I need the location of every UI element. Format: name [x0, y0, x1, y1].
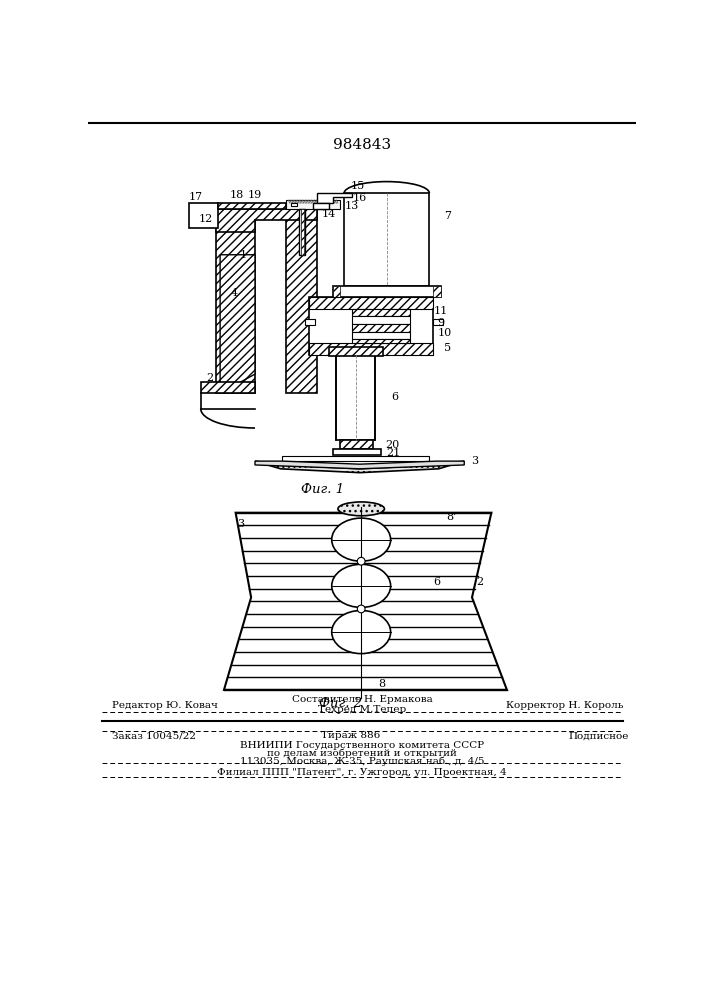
Text: Корректор Н. Король: Корректор Н. Король — [506, 701, 623, 710]
Text: Фиг. 1: Фиг. 1 — [301, 483, 344, 496]
Bar — [189, 203, 218, 228]
Polygon shape — [255, 461, 464, 469]
Bar — [332, 286, 441, 297]
Ellipse shape — [332, 564, 391, 607]
Bar — [337, 355, 375, 440]
Text: Редактор Ю. Ковач: Редактор Ю. Ковач — [112, 701, 218, 710]
Text: 3: 3 — [237, 519, 244, 529]
Text: 11: 11 — [434, 306, 448, 316]
Polygon shape — [352, 316, 410, 324]
Text: 13: 13 — [345, 201, 359, 211]
Polygon shape — [352, 324, 410, 332]
Text: 5: 5 — [443, 343, 451, 353]
Text: 17: 17 — [188, 192, 202, 202]
Text: 6: 6 — [391, 392, 398, 402]
Bar — [286, 200, 340, 209]
Polygon shape — [352, 339, 410, 343]
Text: 9: 9 — [438, 318, 445, 328]
Bar — [305, 319, 315, 325]
Bar — [332, 449, 380, 455]
Circle shape — [357, 605, 365, 613]
Polygon shape — [332, 286, 340, 297]
Text: 18: 18 — [230, 190, 245, 200]
Text: Составитель Н. Ермакова: Составитель Н. Ермакова — [291, 695, 432, 704]
Text: 8: 8 — [378, 679, 385, 689]
Polygon shape — [220, 255, 255, 393]
Text: 4: 4 — [230, 288, 238, 298]
Circle shape — [357, 557, 365, 565]
Text: по делам изобретений и открытий: по делам изобретений и открытий — [267, 749, 457, 758]
Text: Филиал ППП "Патент", г. Ужгород, ул. Проектная, 4: Филиал ППП "Патент", г. Ужгород, ул. Про… — [217, 768, 507, 777]
Polygon shape — [300, 209, 304, 255]
Polygon shape — [224, 513, 507, 690]
Ellipse shape — [338, 502, 385, 516]
Text: 7: 7 — [444, 211, 450, 221]
Bar — [313, 203, 329, 209]
Text: 984843: 984843 — [333, 138, 391, 152]
Text: Тираж 886: Тираж 886 — [321, 732, 380, 740]
Polygon shape — [218, 203, 286, 209]
Bar — [299, 209, 305, 255]
Polygon shape — [255, 461, 464, 473]
Text: 113035, Москва, Ж-35, Раушская наб., д. 4/5: 113035, Москва, Ж-35, Раушская наб., д. … — [240, 757, 484, 766]
Bar — [309, 297, 433, 355]
Polygon shape — [352, 309, 410, 316]
Polygon shape — [201, 382, 255, 393]
Polygon shape — [433, 286, 441, 297]
Polygon shape — [309, 343, 433, 355]
Text: 15: 15 — [351, 181, 366, 191]
Ellipse shape — [332, 610, 391, 654]
Bar — [291, 203, 297, 206]
Text: Подписное: Подписное — [569, 732, 629, 740]
Text: 10: 10 — [438, 328, 452, 338]
Text: ВНИИПИ Государственного комитета СССР: ВНИИПИ Государственного комитета СССР — [240, 741, 484, 750]
Bar — [340, 440, 373, 449]
Text: 1: 1 — [240, 250, 247, 260]
Polygon shape — [282, 456, 429, 461]
Polygon shape — [309, 297, 433, 309]
Polygon shape — [352, 332, 410, 339]
Polygon shape — [203, 209, 317, 232]
Text: 21: 21 — [387, 448, 401, 458]
Text: 2: 2 — [206, 373, 214, 383]
Text: 20: 20 — [385, 440, 399, 450]
Bar — [344, 193, 429, 286]
Ellipse shape — [332, 518, 391, 561]
Text: 12: 12 — [199, 214, 214, 224]
Text: 6: 6 — [433, 577, 440, 587]
Text: 16: 16 — [353, 193, 367, 203]
Text: 2: 2 — [477, 577, 484, 587]
Text: 14: 14 — [322, 209, 336, 219]
Text: Фиг. 2: Фиг. 2 — [319, 697, 362, 710]
Text: 19: 19 — [248, 190, 262, 200]
Text: 8': 8' — [446, 512, 456, 522]
Polygon shape — [216, 209, 255, 393]
Text: Заказ 10045/22: Заказ 10045/22 — [112, 732, 196, 740]
Text: Техред М.Тепер: Техред М.Тепер — [318, 705, 406, 714]
Polygon shape — [286, 209, 317, 393]
Bar — [329, 347, 383, 356]
Bar — [433, 319, 443, 325]
Polygon shape — [317, 193, 352, 203]
Text: 3: 3 — [471, 456, 478, 466]
